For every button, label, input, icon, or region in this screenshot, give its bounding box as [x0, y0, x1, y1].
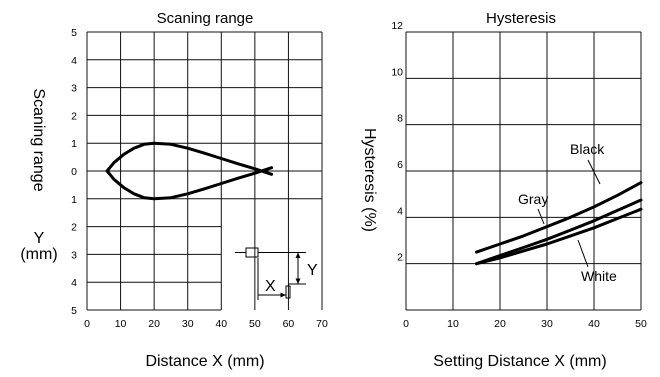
x-tick-label: 40: [215, 318, 227, 330]
y-tick-label: 6: [397, 159, 403, 171]
series-line-lower: [107, 168, 272, 199]
x-tick-label: 20: [148, 318, 160, 330]
y-axis-unit-line: Y: [34, 230, 45, 247]
x-tick-label: 30: [541, 318, 553, 330]
x-arrow: [281, 293, 287, 298]
scanning-range-chart: Scaning range 0 10 20 30 40 50 60 70 5432101234…: [20, 10, 328, 370]
y-tick-label: 4: [397, 205, 403, 217]
y-tick-label: 1: [71, 194, 77, 206]
y-tick-label: 4: [71, 277, 77, 289]
series-label-white: White: [581, 268, 617, 284]
x-tick-label: 70: [316, 318, 328, 330]
x-tick-label: 50: [249, 318, 261, 330]
y-axis-label: Scaning range: [30, 88, 47, 191]
inset-y-label: Y: [307, 262, 318, 279]
x-tick-label: 0: [403, 318, 409, 330]
y-tick-label: 5: [71, 27, 77, 39]
x-tick-label: 10: [447, 318, 459, 330]
y-tick-label: 2: [397, 252, 403, 264]
y-tick-label: 0: [71, 166, 77, 178]
series-line-gray: [477, 200, 642, 264]
series-label-gray: Gray: [518, 191, 548, 207]
sensor-diagram-inset: Y X: [235, 248, 318, 300]
chart-title: Scaning range: [157, 10, 254, 27]
y-tick-labels: 5 4 3 2 1 0 1 2 3 4 5: [71, 27, 77, 317]
grid: [87, 32, 322, 310]
y-tick-label: 1: [71, 138, 77, 150]
y-tick-labels: 2 4 6 8 10 12: [391, 20, 403, 264]
y-tick-label: 10: [391, 66, 403, 78]
hysteresis-chart: Hysteresis 0 10 20 30 40 50 2 4 6 8 10 12 Hysteres…: [361, 10, 647, 370]
series-label-black: Black: [570, 141, 605, 157]
y-tick-label: 8: [397, 113, 403, 125]
x-tick-label: 20: [494, 318, 506, 330]
leader-gray: [538, 209, 544, 224]
x-axis-label: Distance X (mm): [145, 353, 264, 370]
x-tick-label: 50: [635, 318, 647, 330]
inset-x-label: X: [265, 278, 276, 295]
y-axis-unit: Y (mm): [20, 230, 57, 263]
y-arrow-top: [296, 253, 301, 259]
y-tick-label: 12: [391, 20, 403, 32]
x-tick-label: 10: [115, 318, 127, 330]
y-axis-label: Hysteresis (%): [361, 128, 378, 232]
leader-white: [578, 240, 588, 267]
x-tick-labels: 0 10 20 30 40 50: [403, 318, 647, 330]
x-tick-label: 40: [588, 318, 600, 330]
sensor-emitter: [246, 248, 258, 257]
x-tick-label: 0: [84, 318, 90, 330]
y-axis-unit-line: (mm): [20, 246, 57, 263]
y-tick-label: 2: [71, 110, 77, 122]
y-tick-label: 2: [71, 222, 77, 234]
y-tick-label: 3: [71, 249, 77, 261]
x-tick-labels: 0 10 20 30 40 50 60 70: [84, 318, 328, 330]
y-arrow-bottom: [296, 279, 301, 285]
y-tick-label: 3: [71, 83, 77, 95]
x-tick-label: 60: [283, 318, 295, 330]
x-axis-label: Setting Distance X (mm): [433, 353, 606, 370]
series-line-upper: [107, 143, 272, 174]
x-tick-label: 30: [182, 318, 194, 330]
series-group: [477, 183, 642, 264]
y-tick-label: 5: [71, 305, 77, 317]
y-tick-label: 4: [71, 55, 77, 67]
chart-title: Hysteresis: [486, 10, 556, 27]
